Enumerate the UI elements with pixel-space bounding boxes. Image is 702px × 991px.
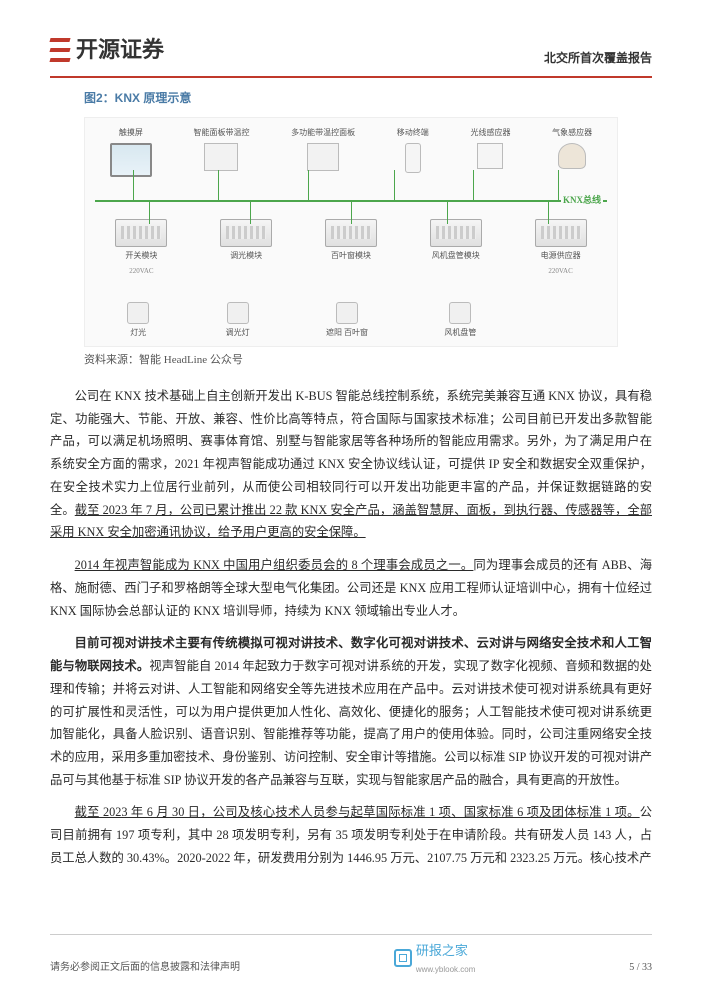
mid-label: 开关模块 [125,249,157,263]
disclaimer: 请务必参阅正文后面的信息披露和法律声明 [50,959,240,977]
bot-label: 调光灯 [226,326,250,340]
blinds-icon [336,302,358,324]
mid-label: 调光模块 [230,249,262,263]
dev-label: 智能面板带温控 [193,126,249,140]
bot-label: 遮阳 百叶窗 [326,326,368,340]
power-supply-icon [535,219,587,247]
fancoil-icon [449,302,471,324]
company-logo: 开源证券 [50,30,164,70]
mobile-icon [405,143,421,173]
dev-label: 多功能带温控面板 [291,126,355,140]
bot-label: 风机盘管 [444,326,476,340]
dev-label: 移动终端 [397,126,429,140]
dev-label: 气象感应器 [552,126,592,140]
light-sensor-icon [477,143,503,169]
dev-label: 触摸屏 [119,126,143,140]
fancoil-module-icon [430,219,482,247]
paragraph-4: 截至 2023 年 6 月 30 日，公司及核心技术人员参与起草国际标准 1 项… [50,801,652,869]
logo-icon [50,38,70,62]
mid-label: 百叶窗模块 [331,249,371,263]
watermark: 研报之家 www.yblook.com [394,939,476,977]
weather-sensor-icon [558,143,586,169]
touchscreen-icon [110,143,152,177]
switch-module-icon [115,219,167,247]
paragraph-2: 2014 年视声智能成为 KNX 中国用户组织委员会的 8 个理事会成员之一。同… [50,554,652,622]
light-icon [127,302,149,324]
bot-label: 灯光 [130,326,146,340]
vac-label: 220VAC [129,265,153,278]
watermark-text: 研报之家 [416,939,476,962]
vac-label: 220VAC [548,265,572,278]
page-number: 5 / 33 [629,959,652,977]
page-footer: 请务必参阅正文后面的信息披露和法律声明 研报之家 www.yblook.com … [50,934,652,977]
body-text: 公司在 KNX 技术基础上自主创新开发出 K-BUS 智能总线控制系统，系统完美… [50,385,652,870]
figure-source: 资料来源：智能 HeadLine 公众号 [84,351,652,371]
paragraph-1: 公司在 KNX 技术基础上自主创新开发出 K-BUS 智能总线控制系统，系统完美… [50,385,652,544]
logo-text: 开源证券 [76,30,164,70]
page-header: 开源证券 北交所首次覆盖报告 [50,30,652,78]
watermark-icon [394,949,412,967]
dimmer-module-icon [220,219,272,247]
figure-title: 图2：KNX 原理示意 [84,88,652,110]
dev-label: 光线感应器 [470,126,510,140]
knx-diagram: 触摸屏 智能面板带温控 多功能带温控面板 移动终端 光线感应器 气象感应器 KN… [84,117,618,347]
paragraph-3: 目前可视对讲技术主要有传统模拟可视对讲技术、数字化可视对讲技术、云对讲与网络安全… [50,632,652,791]
watermark-url: www.yblook.com [416,963,476,977]
mid-label: 电源供应器 [541,249,581,263]
dimmer-light-icon [227,302,249,324]
thermostat-panel-icon [307,143,339,171]
mid-label: 风机盘管模块 [432,249,480,263]
report-type: 北交所首次覆盖报告 [544,48,652,70]
bus-label: KNX总线 [561,192,603,208]
smart-panel-icon [204,143,238,171]
